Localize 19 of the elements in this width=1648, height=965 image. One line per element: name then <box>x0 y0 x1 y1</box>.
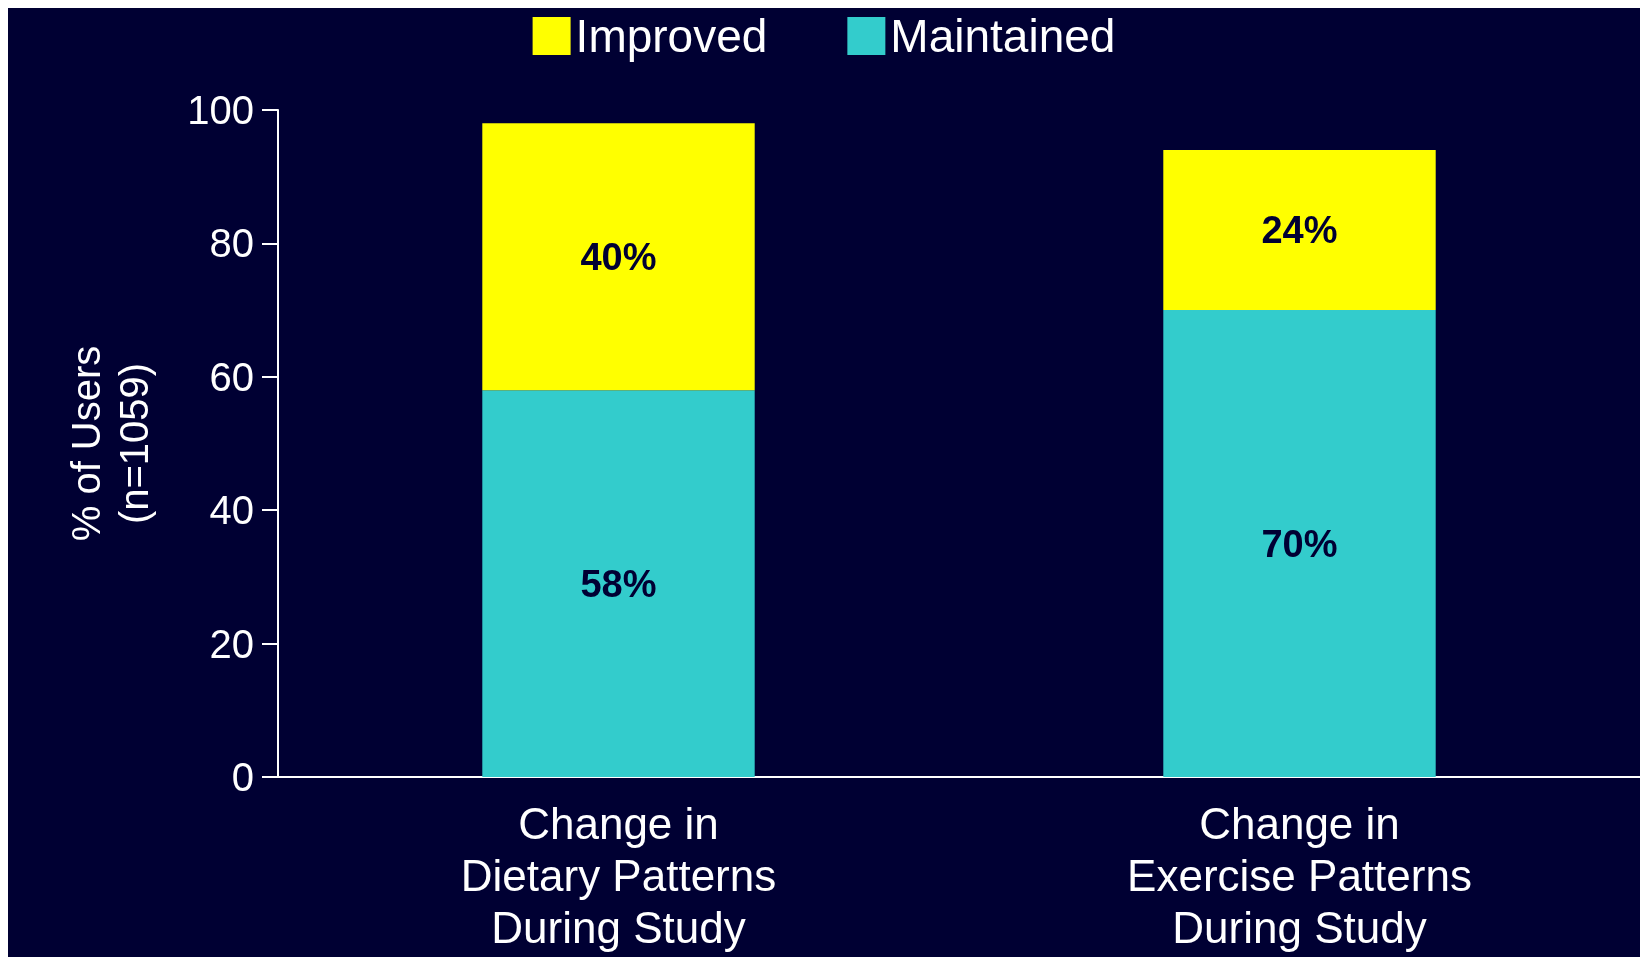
legend-label: Maintained <box>890 10 1116 62</box>
y-axis-title: % of Users (n=1059) <box>64 345 156 542</box>
data-label: 70% <box>1261 522 1338 565</box>
bar <box>1163 150 1436 311</box>
y-tick-label: 80 <box>209 221 254 266</box>
data-label: 24% <box>1261 209 1338 252</box>
bar <box>482 123 755 391</box>
data-label: 40% <box>580 235 657 278</box>
x-tick-label: Change in Dietary Patterns During Study <box>460 798 777 952</box>
bar <box>482 390 755 777</box>
y-tick-label: 60 <box>209 354 254 399</box>
bar <box>1163 310 1436 777</box>
y-tick-label: 40 <box>209 488 254 533</box>
y-tick-label: 20 <box>209 621 254 666</box>
legend-label: Improved <box>575 10 768 62</box>
y-tick-label: 100 <box>187 88 254 132</box>
y-tick-label: 0 <box>231 755 254 799</box>
x-tick-label: Change in Exercise Patterns During Study <box>1127 798 1472 952</box>
data-label: 58% <box>580 562 657 605</box>
